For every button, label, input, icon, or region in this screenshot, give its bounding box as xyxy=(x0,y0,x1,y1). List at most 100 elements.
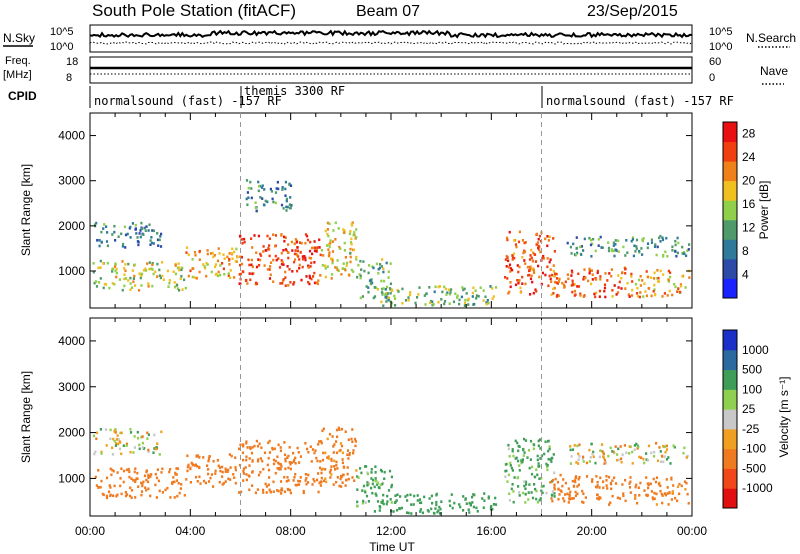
data-cell xyxy=(273,447,276,451)
data-cell xyxy=(595,291,598,295)
data-cell xyxy=(245,197,248,201)
data-cell xyxy=(355,255,358,259)
data-cell xyxy=(268,451,272,454)
data-cell xyxy=(507,259,510,263)
data-cell xyxy=(564,481,567,485)
data-cell xyxy=(541,491,544,495)
data-cell xyxy=(95,285,99,288)
data-cell xyxy=(652,290,655,293)
data-cell xyxy=(126,232,129,236)
data-cell xyxy=(506,256,509,259)
data-cell xyxy=(347,438,350,441)
power-colorbar-swatch xyxy=(723,239,737,260)
data-cell xyxy=(468,501,471,505)
data-cell xyxy=(451,506,454,510)
data-cell xyxy=(551,490,554,493)
data-cell xyxy=(416,296,419,299)
data-cell xyxy=(315,456,318,460)
data-cell xyxy=(123,277,126,281)
data-cell xyxy=(599,449,602,452)
data-cell xyxy=(366,472,370,476)
data-cell xyxy=(146,437,149,440)
data-cell xyxy=(352,248,356,252)
data-cell xyxy=(331,250,335,253)
data-cell xyxy=(147,487,150,491)
data-cell xyxy=(337,227,340,230)
data-cell xyxy=(566,241,569,245)
data-cell xyxy=(546,464,549,467)
data-cell xyxy=(638,278,641,282)
data-cell xyxy=(650,490,653,493)
data-cell xyxy=(387,296,390,299)
data-cell xyxy=(250,196,253,200)
data-cell xyxy=(352,451,355,455)
data-cell xyxy=(272,233,275,236)
data-cell xyxy=(229,269,232,272)
data-cell xyxy=(418,498,422,501)
data-cell xyxy=(544,237,547,241)
data-cell xyxy=(310,277,313,281)
data-cell xyxy=(258,184,261,188)
data-cell xyxy=(169,496,172,499)
data-cell xyxy=(353,479,356,482)
data-cell xyxy=(365,494,369,498)
data-cell xyxy=(381,287,384,291)
data-cell xyxy=(641,238,644,241)
data-cell xyxy=(632,254,635,258)
data-cell xyxy=(147,285,150,288)
data-cell xyxy=(259,457,262,460)
data-cell xyxy=(284,467,287,471)
data-cell xyxy=(624,499,627,503)
data-cell xyxy=(365,465,368,468)
data-cell xyxy=(336,268,339,272)
data-cell xyxy=(317,490,320,494)
data-cell xyxy=(92,434,95,438)
data-cell xyxy=(305,234,309,238)
data-cell xyxy=(239,282,242,285)
data-cell xyxy=(195,464,198,468)
data-cell xyxy=(390,485,393,489)
data-cell xyxy=(473,302,476,306)
data-cell xyxy=(364,501,367,504)
data-cell xyxy=(210,270,213,274)
data-cell xyxy=(582,455,585,459)
data-cell xyxy=(159,245,163,248)
data-cell xyxy=(607,249,611,253)
data-cell xyxy=(517,240,521,244)
data-cell xyxy=(187,253,190,257)
data-cell xyxy=(687,502,690,505)
data-cell xyxy=(100,240,103,244)
data-cell xyxy=(147,433,150,436)
data-cell xyxy=(344,268,347,272)
data-cell xyxy=(207,459,210,463)
data-cell xyxy=(512,454,515,458)
data-cell xyxy=(176,266,179,270)
data-cell xyxy=(390,288,394,292)
data-cell xyxy=(288,446,291,449)
data-cell xyxy=(685,481,688,485)
data-cell xyxy=(336,259,339,262)
data-cell xyxy=(251,459,254,462)
data-cell xyxy=(295,240,298,244)
data-cell xyxy=(319,460,322,463)
data-cell xyxy=(108,484,111,487)
data-cell xyxy=(266,268,269,271)
data-cell xyxy=(581,500,584,504)
data-cell xyxy=(428,497,431,500)
data-cell xyxy=(285,197,288,201)
data-cell xyxy=(141,483,144,486)
data-cell xyxy=(421,511,424,515)
data-cell xyxy=(569,490,572,494)
data-cell xyxy=(437,300,440,304)
data-cell xyxy=(268,476,271,479)
data-cell xyxy=(280,492,283,495)
data-cell xyxy=(527,491,530,494)
data-cell xyxy=(562,497,565,500)
data-cell xyxy=(432,303,435,306)
data-cell xyxy=(239,443,242,447)
data-cell xyxy=(524,241,527,244)
data-cell xyxy=(676,499,679,503)
data-cell xyxy=(650,451,653,455)
data-cell xyxy=(153,433,156,437)
data-cell xyxy=(661,236,664,240)
